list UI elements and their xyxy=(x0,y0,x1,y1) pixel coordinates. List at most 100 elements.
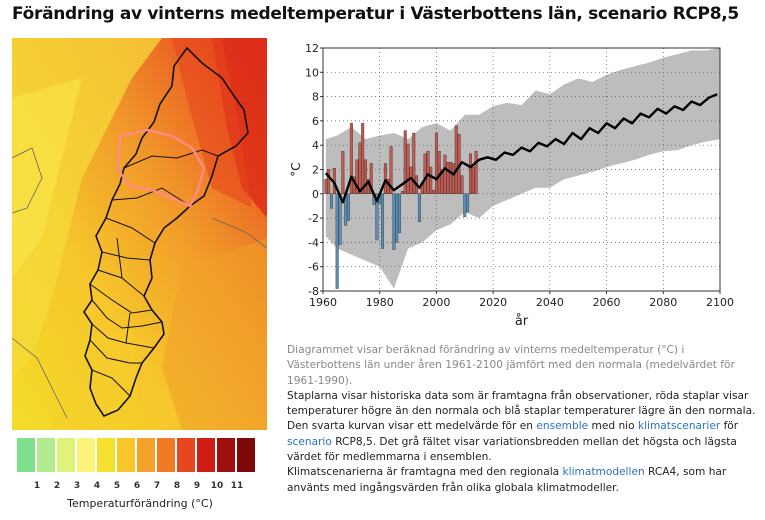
x-tick-label: 2040 xyxy=(536,296,564,309)
observed-bar xyxy=(361,123,365,195)
y-tick-label: 10 xyxy=(305,66,319,79)
observed-bar xyxy=(463,193,467,218)
y-tick-label: 6 xyxy=(312,115,319,128)
legend-swatch xyxy=(217,438,236,472)
observed-bar xyxy=(400,191,404,194)
observed-bar xyxy=(392,193,396,250)
observed-bar xyxy=(327,169,331,194)
description-p3: Den svarta kurvan visar ett medelvärde f… xyxy=(287,419,759,465)
legend-tick-label: 11 xyxy=(230,481,244,491)
sweden-temperature-map xyxy=(12,38,267,430)
legend-label: Temperaturförändring (°C) xyxy=(67,497,213,510)
text: Den svarta kurvan visar ett medelvärde f… xyxy=(287,420,537,433)
link-klimatscenarier[interactable]: klimatscenarier xyxy=(637,420,721,433)
legend-swatch xyxy=(237,438,256,472)
sweden-outline xyxy=(83,46,249,417)
observed-bar xyxy=(423,153,427,194)
y-tick-label: -2 xyxy=(308,212,319,225)
legend-swatch xyxy=(77,438,96,472)
legend-tick-label: 7 xyxy=(153,481,161,491)
y-tick-label: 12 xyxy=(305,42,319,55)
x-tick-label: 2080 xyxy=(649,296,677,309)
y-tick-label: 0 xyxy=(312,188,319,201)
observed-bar xyxy=(460,175,464,195)
description-p4: Klimatscenarierna är framtagna med den r… xyxy=(287,465,759,496)
legend-tick-label: 4 xyxy=(93,481,101,491)
x-axis-label: år xyxy=(515,314,529,329)
text: med nio xyxy=(588,420,638,433)
x-tick-label: 2100 xyxy=(706,296,734,309)
legend-swatch xyxy=(177,438,196,472)
legend-tick-label: 3 xyxy=(73,481,81,491)
link-klimatmodellen[interactable]: klimatmodellen xyxy=(562,466,645,479)
legend-tick-label: 8 xyxy=(173,481,181,491)
legend-tick-label: 2 xyxy=(53,481,61,491)
legend-swatch xyxy=(197,438,216,472)
observed-bar xyxy=(330,193,333,209)
legend-tick-label: 5 xyxy=(113,481,121,491)
observed-bar xyxy=(434,132,438,195)
observed-bar xyxy=(403,130,407,195)
observed-bar xyxy=(446,162,450,194)
text: Klimatscenarierna är framtagna med den r… xyxy=(287,466,563,479)
legend-tick-label: 10 xyxy=(210,481,224,491)
observed-bar xyxy=(451,163,455,194)
observed-bar xyxy=(364,159,368,194)
observed-bar xyxy=(335,193,339,289)
y-axis-label: °C xyxy=(289,162,303,176)
observed-bar xyxy=(358,142,362,194)
x-tick-label: 2060 xyxy=(593,296,621,309)
observed-bar xyxy=(324,179,328,195)
ensemble-mean-line xyxy=(324,93,718,204)
observed-bar xyxy=(471,166,475,195)
observed-bar xyxy=(466,193,470,213)
observed-bar xyxy=(381,193,385,249)
observed-bar xyxy=(369,163,373,194)
y-tick-label: -4 xyxy=(308,236,319,249)
legend-swatch xyxy=(37,438,56,472)
observed-bar xyxy=(426,151,430,195)
observed-bar xyxy=(406,143,410,194)
observed-bar xyxy=(449,162,453,194)
legend-tick-label: 6 xyxy=(133,481,141,491)
observed-bar xyxy=(440,169,444,194)
temperature-chart: -8 -6 -4 -2 0 2 4 6 8 10 12 1960 1980 2000 2020 2040 206… xyxy=(289,42,734,329)
observed-bar xyxy=(398,193,402,233)
x-tick-label: 1960 xyxy=(309,296,337,309)
legend-swatch xyxy=(17,438,36,472)
ensemble-range-band xyxy=(325,48,720,289)
link-ensemble[interactable]: ensemble xyxy=(536,420,589,433)
observed-bar xyxy=(341,151,345,195)
observed-bar xyxy=(383,163,387,194)
temperature-legend: 1 2 3 4 5 6 7 8 9 10 11 Temperaturförändring (°C) xyxy=(15,438,265,518)
observed-bar xyxy=(338,193,342,246)
y-tick-label: 2 xyxy=(312,164,319,177)
x-tick-label: 1980 xyxy=(366,296,394,309)
text: för xyxy=(720,420,739,433)
link-scenario[interactable]: scenario xyxy=(287,435,332,448)
y-tick-label: 8 xyxy=(312,91,319,104)
observed-bar xyxy=(355,159,359,194)
legend-tick-label: 9 xyxy=(193,481,201,491)
observed-bar xyxy=(412,132,416,195)
observed-bar xyxy=(349,123,353,195)
y-tick-label: -6 xyxy=(308,261,319,274)
legend-swatch xyxy=(137,438,156,472)
description-p2: Staplarna visar historiska data som är f… xyxy=(287,389,756,418)
observed-bar xyxy=(474,151,478,195)
observed-bar xyxy=(389,146,393,194)
observed-bar xyxy=(468,153,472,194)
observed-bar xyxy=(443,154,447,194)
chart-description: Diagrammet visar beräknad förändring av … xyxy=(287,343,759,496)
observed-bar xyxy=(454,125,458,195)
y-tick-label: -8 xyxy=(308,285,319,298)
legend-swatch xyxy=(57,438,76,472)
map-svg xyxy=(12,38,267,430)
page-title: Förändring av vinterns medeltemperatur i… xyxy=(12,4,739,24)
legend-swatch xyxy=(157,438,176,472)
observed-bar xyxy=(432,189,436,194)
x-tick-label: 2020 xyxy=(479,296,507,309)
legend-tick-label: 1 xyxy=(33,481,41,491)
observed-bar xyxy=(375,193,379,241)
observed-bar xyxy=(395,193,399,243)
